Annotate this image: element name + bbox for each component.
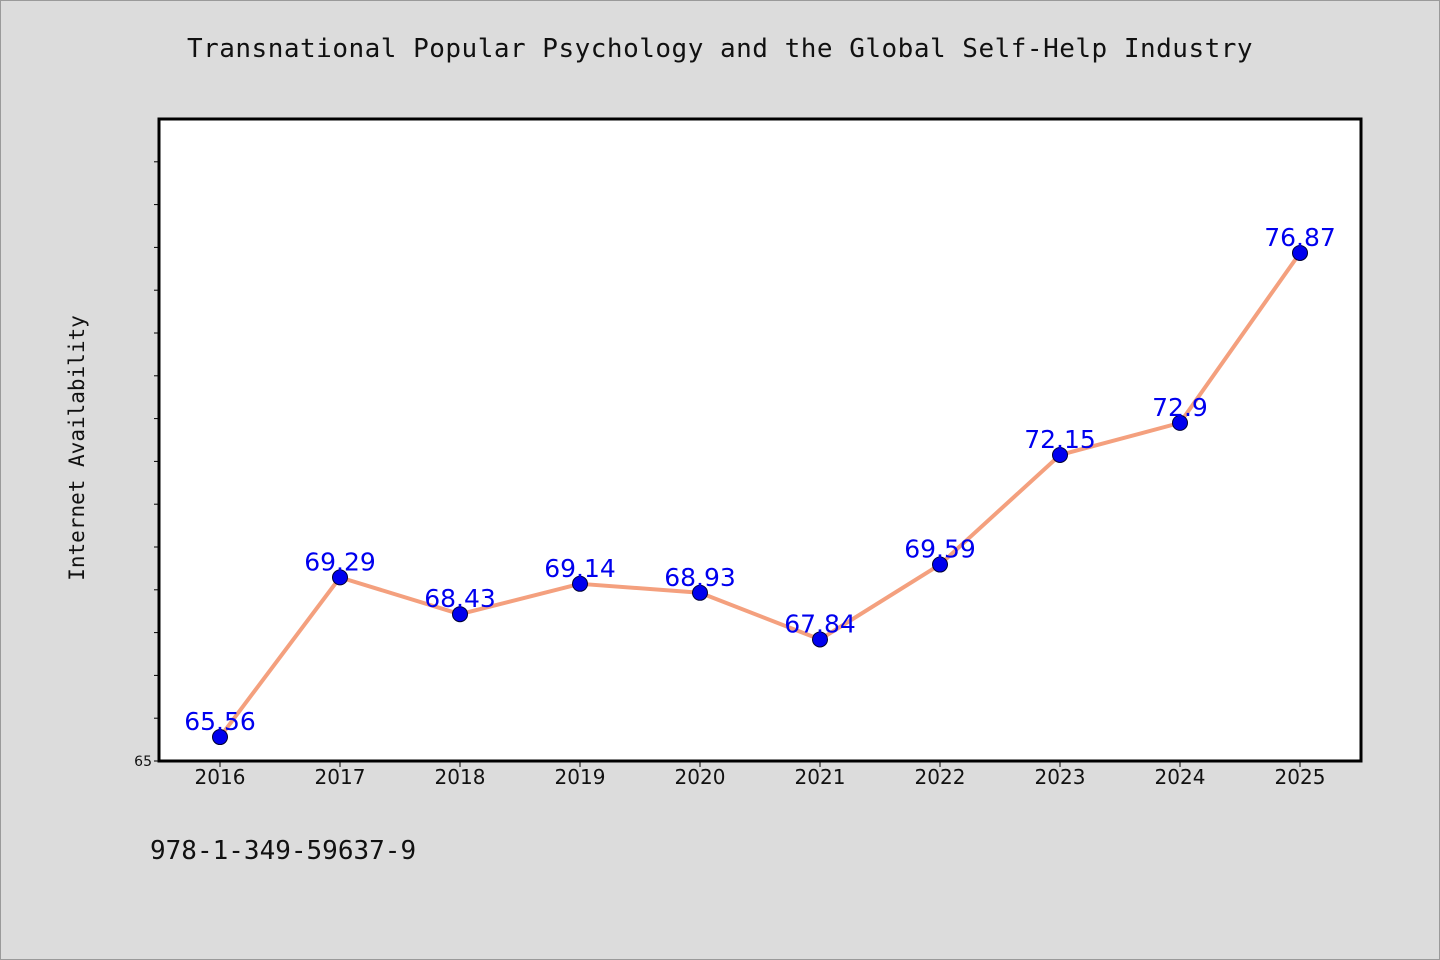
- x-tick-label: 2020: [675, 765, 726, 789]
- data-label: 76.87: [1264, 223, 1336, 252]
- data-point: [1292, 244, 1308, 261]
- x-tick-label: 2024: [1155, 765, 1206, 789]
- data-point: [812, 631, 828, 648]
- data-point: [692, 584, 708, 601]
- data-point: [572, 575, 588, 592]
- isbn-footer: 978-1-349-59637-9: [150, 836, 417, 866]
- data-label: 69.59: [904, 535, 976, 564]
- data-label: 67.84: [784, 609, 856, 638]
- data-point: [332, 569, 348, 586]
- data-label: 72.9: [1152, 393, 1208, 422]
- data-label: 68.43: [424, 584, 496, 613]
- x-tick-label: 2019: [555, 765, 606, 789]
- x-tick-label: 2023: [1035, 765, 1086, 789]
- data-point: [212, 729, 228, 746]
- x-tick-label: 2022: [915, 765, 966, 789]
- data-point: [932, 556, 948, 573]
- data-label: 69.14: [544, 554, 616, 583]
- chart-title: Transnational Popular Psychology and the…: [186, 34, 1254, 64]
- x-tick-label: 2017: [315, 765, 366, 789]
- x-tick-label: 2018: [435, 765, 486, 789]
- y-min-tick-label: 65: [134, 754, 152, 770]
- data-point: [452, 606, 468, 623]
- data-point: [1172, 414, 1188, 431]
- series-line: [218, 250, 1302, 740]
- data-label: 72.15: [1024, 425, 1096, 454]
- data-label: 68.93: [664, 563, 736, 592]
- x-tick-label: 2025: [1275, 765, 1326, 789]
- data-label: 69.29: [304, 547, 376, 576]
- data-label: 65.56: [184, 707, 256, 736]
- plot-area: [157, 117, 1363, 763]
- data-point: [1052, 446, 1068, 463]
- x-tick-label: 2016: [195, 765, 246, 789]
- x-tick-label: 2021: [795, 765, 846, 789]
